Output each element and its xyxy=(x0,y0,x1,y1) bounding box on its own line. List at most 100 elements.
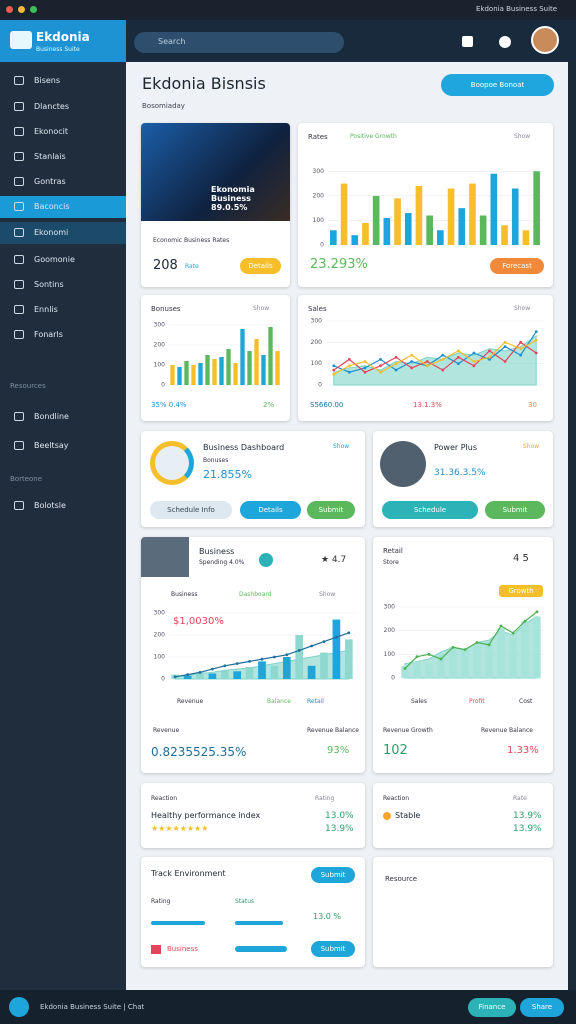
rates-button[interactable]: Forecast xyxy=(490,258,544,274)
nav-item[interactable]: Ekonocit xyxy=(0,121,126,143)
dashboard-button[interactable]: Submit xyxy=(307,501,355,519)
dashboard-value: 21.855% xyxy=(203,468,252,481)
y-tick-label: 200 xyxy=(384,627,396,634)
app-tagline: Business Suite xyxy=(36,46,80,53)
reaction-stars: ★★★★★★★★ xyxy=(151,824,209,833)
bar xyxy=(184,361,189,385)
point xyxy=(322,640,326,643)
point xyxy=(173,675,177,679)
chat-icon[interactable] xyxy=(9,997,29,1017)
bar xyxy=(497,628,505,678)
power-title: Power Plus xyxy=(434,443,478,452)
nav-icon xyxy=(14,305,24,314)
point xyxy=(260,657,264,661)
nav-item[interactable]: Bisens xyxy=(0,70,126,92)
nav-item[interactable]: Beeltsay xyxy=(0,435,126,457)
track-button[interactable]: Submit xyxy=(311,941,355,957)
reaction-value: 13.9% xyxy=(325,824,354,834)
point xyxy=(487,643,491,647)
logo[interactable]: Ekdonia Business Suite xyxy=(0,20,126,62)
nav-item[interactable]: Fonarls xyxy=(0,324,126,346)
point xyxy=(410,360,414,363)
point xyxy=(488,355,491,359)
footer-button[interactable]: Share xyxy=(520,998,564,1017)
business-foot-value: 0.8235525.35% xyxy=(151,745,247,759)
point xyxy=(332,372,336,376)
point xyxy=(347,358,351,361)
bonuses-foot-left: 35% 0.4% xyxy=(151,401,187,409)
sales-chart: 0 100 200 300 xyxy=(311,318,544,389)
nav-item[interactable]: Gontras xyxy=(0,171,126,193)
hero-card: Ekonomia Business 89.0.5% Economic Busin… xyxy=(141,123,290,287)
power-button[interactable]: Submit xyxy=(485,501,545,519)
point xyxy=(363,360,367,363)
point xyxy=(472,364,476,368)
bar xyxy=(401,666,409,678)
point xyxy=(475,641,479,644)
nav-item[interactable]: Dlanctes xyxy=(0,96,126,118)
sales-foot-mid: 13.1.3% xyxy=(413,401,442,409)
minimize[interactable] xyxy=(18,6,25,13)
resource-card[interactable]: Resource xyxy=(373,857,553,967)
business-foot-right-value: 93% xyxy=(327,745,350,756)
dashboard-button[interactable]: Schedule Info xyxy=(150,501,232,519)
point xyxy=(211,667,214,671)
bar xyxy=(469,183,476,245)
bar xyxy=(372,195,380,245)
bar xyxy=(282,657,291,679)
nav-section: Resources xyxy=(10,382,46,390)
nav-item[interactable]: Bondline xyxy=(0,406,126,428)
nav-icon xyxy=(14,228,24,237)
bar xyxy=(449,647,457,678)
nav-item[interactable]: Baconcis xyxy=(0,196,126,218)
footer-text: Ekdonia Business Suite | Chat xyxy=(40,1003,145,1011)
nav-item[interactable]: Ennlis xyxy=(0,299,126,321)
business-foot-right-label: Revenue Balance xyxy=(307,727,359,734)
y-tick-label: 200 xyxy=(311,339,323,346)
hero-label: Economic Business Rates xyxy=(153,237,230,244)
nav-icon xyxy=(14,127,24,136)
bonuses-chart: 0 100 200 300 xyxy=(154,322,281,389)
close[interactable] xyxy=(6,6,13,13)
maximize[interactable] xyxy=(30,6,37,13)
nav-item[interactable]: Goomonie xyxy=(0,249,126,271)
action-button[interactable]: Boopoe Bonoat xyxy=(441,74,554,96)
bar xyxy=(509,637,517,678)
y-tick-label: 100 xyxy=(154,362,166,369)
nav-item[interactable]: Stanlais xyxy=(0,146,126,168)
power-button[interactable]: Schedule xyxy=(382,501,478,519)
point xyxy=(456,362,460,366)
point xyxy=(198,671,202,674)
y-tick-label: 100 xyxy=(154,654,166,661)
avatar[interactable] xyxy=(531,26,559,54)
dashboard-button[interactable]: Details xyxy=(240,501,301,519)
retail-foot-right-label: Revenue Balance xyxy=(481,727,533,734)
reaction-value: 13.9% xyxy=(513,811,542,821)
notifications[interactable] xyxy=(462,36,473,47)
nav-item[interactable]: Ekonomi xyxy=(0,222,126,244)
point xyxy=(534,330,538,334)
sales-title: Sales xyxy=(308,305,327,313)
point xyxy=(463,648,467,651)
point xyxy=(394,362,398,366)
line xyxy=(333,341,537,373)
bar xyxy=(247,351,252,385)
point xyxy=(379,370,382,374)
settings[interactable] xyxy=(499,36,511,48)
hero-button[interactable]: Details xyxy=(240,258,281,274)
footer-button[interactable]: Finance xyxy=(468,998,516,1017)
point xyxy=(425,364,429,368)
nav-item[interactable]: Sontins xyxy=(0,274,126,296)
status-dot xyxy=(383,812,391,820)
search-box[interactable]: Search xyxy=(134,32,344,53)
hero-value: 208 xyxy=(153,258,178,273)
point xyxy=(403,667,407,670)
point xyxy=(379,358,382,361)
track-button[interactable]: Submit xyxy=(311,867,355,883)
dashboard-title: Business Dashboard xyxy=(203,443,285,452)
hero-image xyxy=(141,123,290,221)
nav-item[interactable]: Bolotsle xyxy=(0,495,126,517)
rates-title: Rates xyxy=(308,133,328,141)
line xyxy=(333,331,537,373)
point xyxy=(451,645,455,649)
